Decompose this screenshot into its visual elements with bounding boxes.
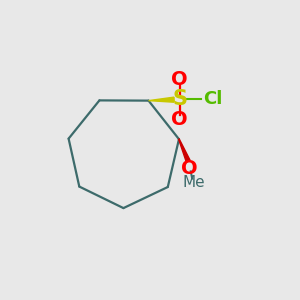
Text: O: O <box>171 110 188 129</box>
Text: O: O <box>171 70 188 88</box>
Polygon shape <box>178 139 190 162</box>
Text: O: O <box>181 159 198 178</box>
Text: Cl: Cl <box>203 91 223 109</box>
Text: Me: Me <box>182 175 205 190</box>
Text: S: S <box>172 89 187 110</box>
Polygon shape <box>148 97 174 102</box>
